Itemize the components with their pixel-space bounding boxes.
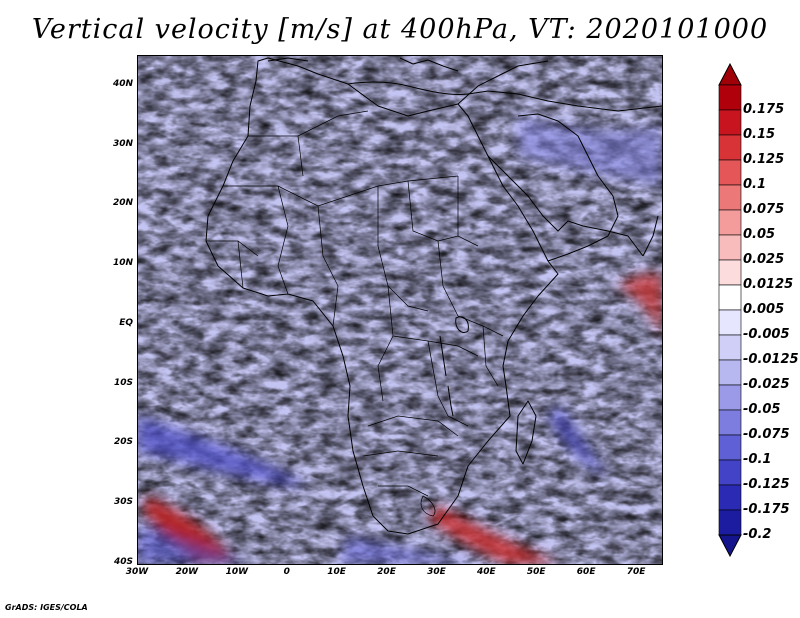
colorbar-swatch [718, 309, 742, 336]
colorbar-swatch [718, 334, 742, 361]
y-tick-label: 40S [113, 557, 133, 567]
x-tick-label: 50E [526, 567, 546, 577]
x-tick-label: 30E [427, 567, 446, 577]
colorbar-label: 0.025 [743, 252, 785, 267]
colorbar-label: 0.075 [743, 202, 785, 217]
colorbar-swatch [718, 259, 742, 286]
colorbar-swatch [718, 209, 742, 236]
colorbar-swatch [718, 384, 742, 411]
country-borders [206, 110, 504, 517]
lakes [439, 316, 469, 417]
map-plot-area [137, 55, 663, 565]
colorbar [718, 63, 742, 557]
colorbar-swatch [718, 359, 742, 386]
y-tick-label: 20S [113, 437, 133, 448]
x-tick-label: 10W [225, 567, 249, 577]
colorbar-label: -0.005 [743, 327, 790, 342]
colorbar-top-arrow [718, 63, 742, 86]
y-tick-label: 30N [112, 138, 133, 149]
y-tick-label: 20N [112, 198, 133, 209]
colorbar-label: 0.1 [743, 177, 767, 192]
colorbar-swatch [718, 109, 742, 136]
colorbar-swatch [718, 184, 742, 211]
colorbar-label: 0.125 [743, 152, 785, 167]
x-tick-label: 20W [175, 567, 199, 577]
grads-credit: GrADS: IGES/COLA [5, 603, 88, 612]
colorbar-swatch [718, 134, 742, 161]
x-tick-label: 20E [377, 567, 396, 577]
colorbar-swatch [718, 234, 742, 261]
x-tick-label: 0 [283, 567, 290, 577]
colorbar-swatch [718, 159, 742, 186]
y-tick-label: 40N [112, 78, 133, 89]
map-title: Vertical velocity [m/s] at 400hPa, VT: 2… [31, 14, 769, 45]
x-tick-label: 10E [327, 567, 346, 577]
colorbar-label: -0.025 [743, 377, 790, 392]
colorbar-label: -0.2 [743, 527, 772, 542]
y-tick-label: 10N [112, 258, 133, 269]
colorbar-label: -0.0125 [743, 352, 799, 367]
vertical-velocity-field-map [138, 56, 662, 564]
y-tick-label: 10S [113, 377, 133, 388]
colorbar-label: -0.05 [743, 402, 781, 417]
colorbar-swatch [718, 459, 742, 486]
colorbar-label: -0.125 [743, 477, 790, 492]
colorbar-bottom-arrow [718, 534, 742, 557]
y-tick-label: EQ [119, 317, 133, 328]
colorbar-label: -0.075 [743, 427, 790, 442]
colorbar-swatch [718, 434, 742, 461]
colorbar-label: 0.15 [743, 127, 776, 142]
colorbar-swatch [718, 284, 742, 311]
colorbar-swatch [718, 409, 742, 436]
colorbar-swatch [718, 509, 742, 536]
y-tick-label: 30S [113, 497, 133, 508]
colorbar-label: -0.1 [743, 452, 772, 467]
colorbar-swatch [718, 484, 742, 511]
x-tick-label: 40E [476, 567, 496, 577]
colorbar-label: -0.175 [743, 502, 790, 517]
x-tick-label: 30W [125, 567, 149, 577]
colorbar-label: 0.05 [743, 227, 776, 242]
colorbar-label: 0.005 [743, 302, 785, 317]
colorbar-swatch [718, 84, 742, 111]
x-tick-label: 60E [576, 567, 596, 577]
colorbar-label: 0.0125 [743, 277, 794, 292]
madagascar-outline [515, 400, 537, 465]
field-strong-features [138, 116, 662, 564]
coastlines [205, 57, 662, 535]
x-tick-label: 70E [626, 567, 646, 577]
colorbar-label: 0.175 [743, 102, 785, 117]
